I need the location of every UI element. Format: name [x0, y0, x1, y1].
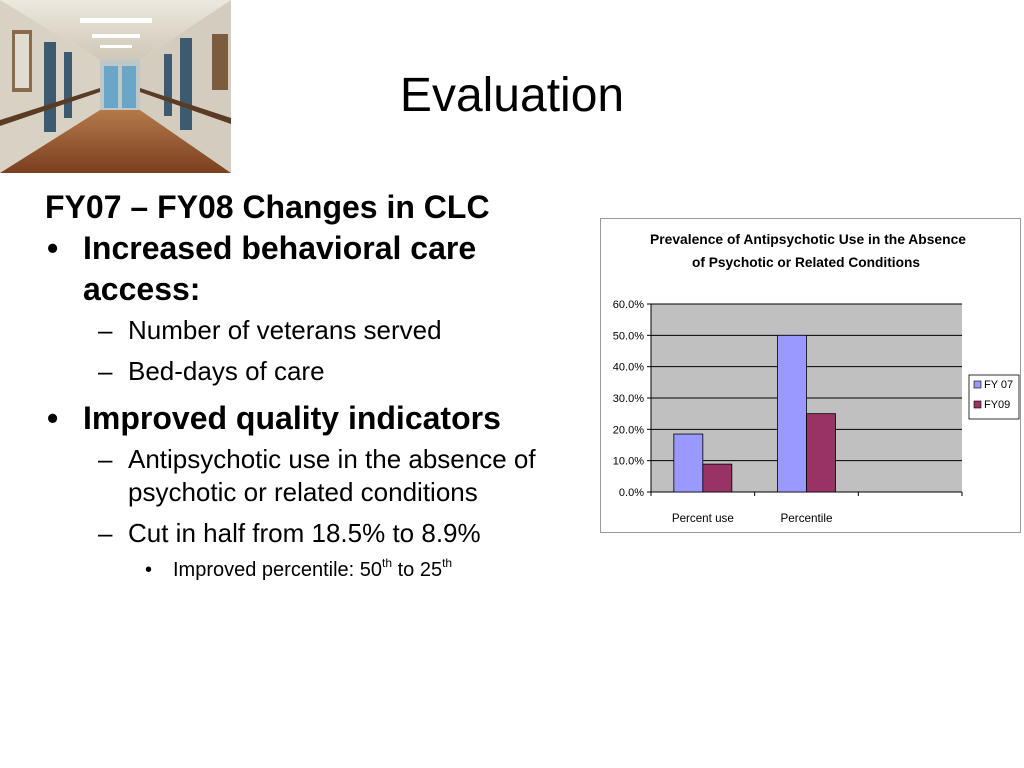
superscript: th — [382, 556, 393, 570]
dash-icon: – — [98, 518, 113, 548]
x-tick-label: Percentile — [781, 511, 833, 525]
slide-body: FY07 – FY08 Changes in CLC • Increased b… — [45, 186, 585, 584]
dash-icon: – — [98, 315, 113, 345]
dash-icon: – — [98, 356, 113, 386]
legend-swatch — [973, 380, 982, 389]
legend-swatch — [973, 400, 982, 409]
chart-title-line1: Prevalence of Antipsychotic Use in the A… — [650, 231, 966, 247]
x-tick-label: Percent use — [672, 511, 734, 525]
bullet-icon: • — [47, 230, 59, 266]
chart-title-line2: of Psychotic or Related Conditions — [692, 254, 920, 270]
antipsychotic-chart: Prevalence of Antipsychotic Use in the A… — [600, 218, 1021, 533]
bullet-quality-indicators: • Improved quality indicators — [45, 398, 585, 439]
y-tick-label: 30.0% — [613, 393, 644, 405]
y-tick-label: 40.0% — [613, 362, 644, 374]
bullet-text: Increased behavioral care access: — [83, 230, 477, 307]
legend-label: FY09 — [984, 399, 1010, 411]
sub-bullet-text: Cut in half from 18.5% to 8.9% — [128, 518, 481, 548]
bar-0-1 — [702, 463, 733, 493]
sub-bullet-cut-in-half: – Cut in half from 18.5% to 8.9% — [45, 517, 585, 550]
y-tick-label: 50.0% — [613, 330, 644, 342]
bullet-icon: • — [47, 400, 59, 436]
legend-label: FY 07 — [984, 379, 1013, 391]
chart-svg: Prevalence of Antipsychotic Use in the A… — [613, 231, 1020, 525]
percentile-text-part: Improved percentile: 50 — [173, 559, 383, 581]
sub-bullet-text: Number of veterans served — [128, 315, 442, 345]
sub-bullet-bed-days: – Bed-days of care — [45, 355, 585, 388]
dash-icon: – — [98, 444, 113, 474]
bullet-icon: • — [145, 559, 153, 581]
hallway-photo — [0, 0, 231, 173]
bar-1-0 — [777, 334, 807, 493]
superscript: th — [442, 556, 453, 570]
y-tick-label: 10.0% — [613, 456, 644, 468]
percentile-text: Improved percentile: 50th to 25th — [173, 556, 453, 581]
bar-0-0 — [673, 433, 704, 493]
percentile-text-part: to 25 — [392, 559, 443, 581]
y-tick-label: 20.0% — [613, 424, 644, 436]
sub-sub-bullet-percentile: • Improved percentile: 50th to 25th — [45, 556, 585, 584]
bullet-text: Improved quality indicators — [83, 400, 501, 436]
sub-bullet-text: Bed-days of care — [128, 356, 325, 386]
y-tick-label: 0.0% — [619, 487, 644, 499]
section-heading: FY07 – FY08 Changes in CLC — [45, 189, 490, 225]
sub-bullet-antipsychotic: – Antipsychotic use in the absence of ps… — [45, 443, 585, 509]
sub-bullet-veterans: – Number of veterans served — [45, 314, 585, 347]
bar-1-1 — [806, 413, 836, 493]
slide-title: Evaluation — [399, 69, 625, 122]
bullet-behavioral-access: • Increased behavioral care access: — [45, 228, 585, 310]
sub-bullet-text: Antipsychotic use in the absence of psyc… — [128, 444, 536, 507]
y-tick-label: 60.0% — [613, 299, 644, 311]
